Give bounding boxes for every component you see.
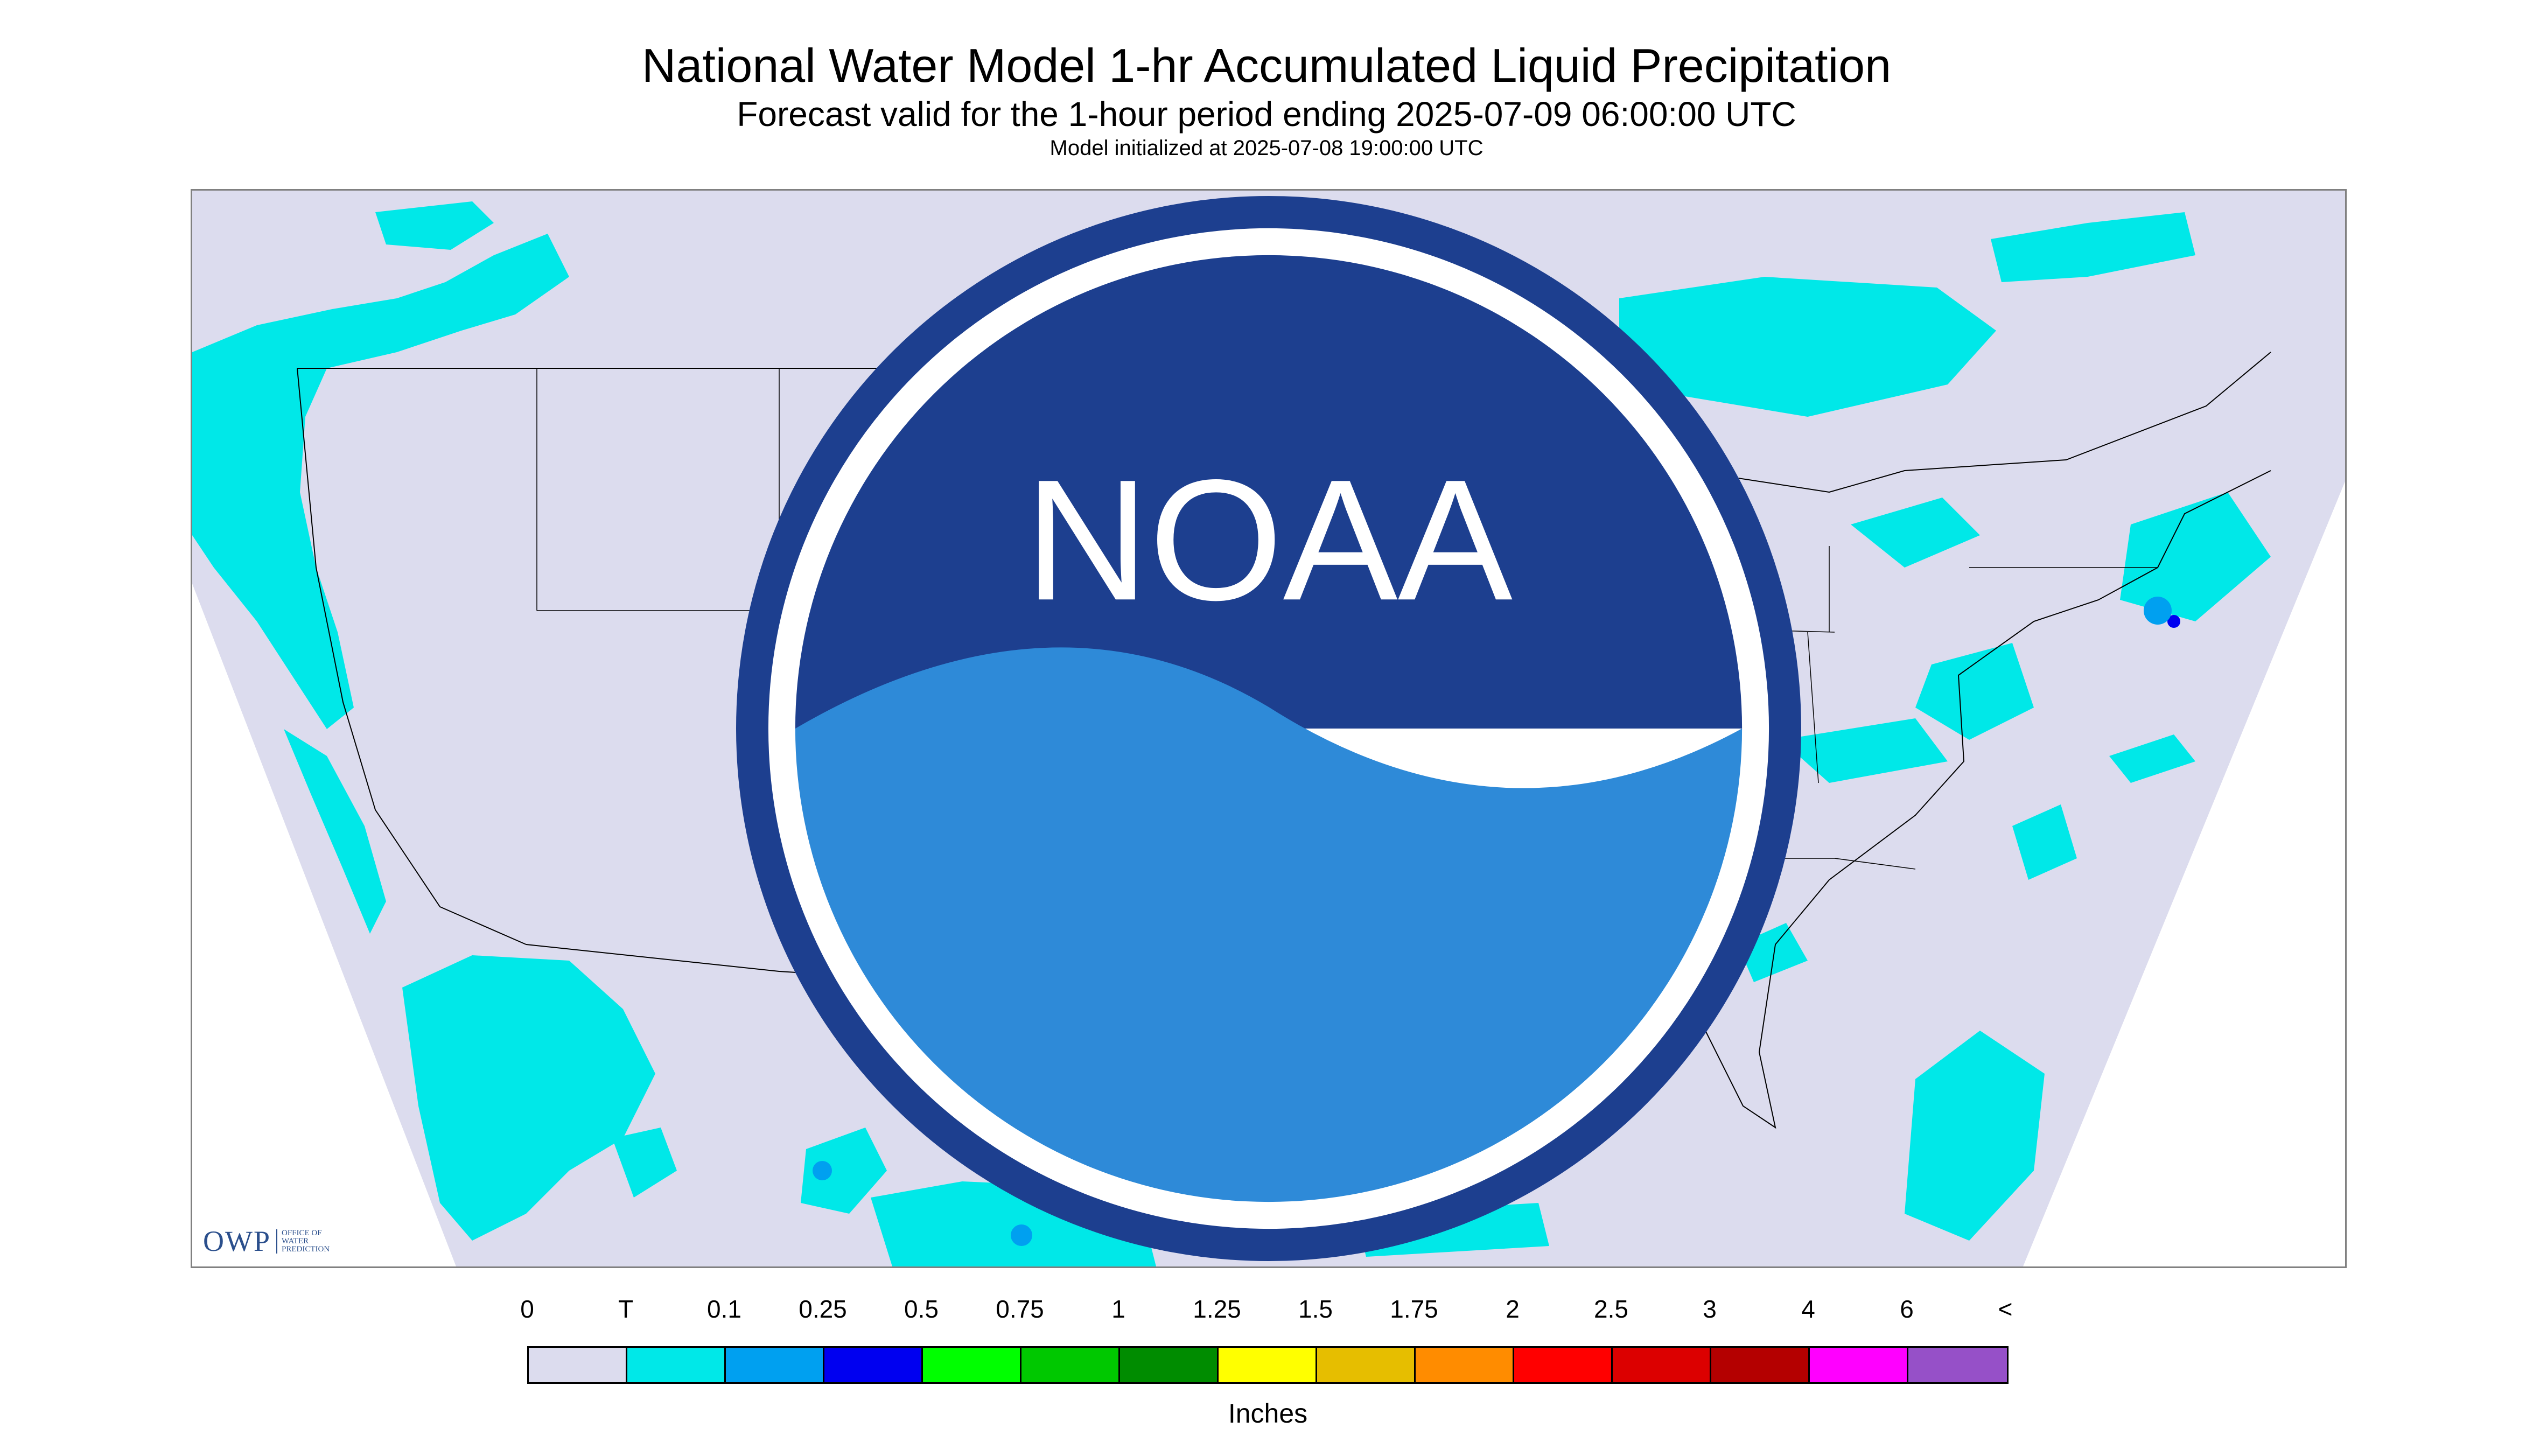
mod-cell-mexico: [813, 1161, 832, 1180]
precip-atlantic: [2109, 734, 2195, 783]
precip-mid-atlantic: [1915, 643, 2034, 740]
precip-pacific-nw: [192, 234, 569, 729]
owp-line-3: PREDICTION: [282, 1244, 330, 1254]
owp-line-1: OFFICE OF: [282, 1228, 322, 1237]
legend-swatch: [1416, 1348, 1514, 1382]
legend-swatch: [1613, 1348, 1711, 1382]
legend-label: 1.5: [1298, 1295, 1333, 1323]
legend-labels: 0 T 0.1 0.25 0.5 0.75 1 1.25 1.5 1.75 2 …: [520, 1292, 2012, 1325]
precip-virginia: [1781, 718, 1948, 783]
legend-swatch: [627, 1348, 726, 1382]
legend-swatch: [1514, 1348, 1613, 1382]
legend-swatch: [726, 1348, 824, 1382]
heavy-cell-new-england: [2167, 615, 2180, 628]
legend-label: T: [618, 1295, 634, 1323]
legend-swatch: [1711, 1348, 1810, 1382]
precip-west-coast: [284, 729, 386, 934]
map-title: National Water Model 1-hr Accumulated Li…: [641, 39, 1892, 92]
west-coastline: [297, 368, 527, 945]
legend-label: 1: [1111, 1295, 1125, 1323]
legend-label: 2.5: [1594, 1295, 1628, 1323]
precip-ontario: [1619, 277, 1996, 417]
precip-eastern-pacific: [402, 955, 655, 1241]
precipitation-map: OWP OFFICE OF WATER PREDICTION NOAA: [191, 189, 2347, 1268]
mod-cell-southern-mexico: [1011, 1224, 1032, 1246]
legend-label: 6: [1900, 1295, 1914, 1323]
legend-label: 1.25: [1193, 1295, 1241, 1323]
precip-quebec: [1991, 212, 2195, 282]
mod-cell-new-england: [2144, 597, 2172, 625]
legend-colorbar: [527, 1346, 2009, 1384]
precip-bc-interior: [375, 201, 494, 250]
precip-sierra-madre: [801, 1128, 887, 1214]
legend-label: 0.1: [707, 1295, 741, 1323]
legend-units: Inches: [1228, 1398, 1308, 1429]
legend-label: 2: [1506, 1295, 1520, 1323]
precip-ontario-south: [1851, 498, 1980, 568]
precip-legend: 0 T 0.1 0.25 0.5 0.75 1 1.25 1.5 1.75 2 …: [520, 1292, 2012, 1429]
legend-swatch: [1810, 1348, 1908, 1382]
legend-swatch: [1120, 1348, 1219, 1382]
legend-label: 0.5: [904, 1295, 939, 1323]
legend-label: 0.75: [996, 1295, 1044, 1323]
owp-logo: OWP OFFICE OF WATER PREDICTION: [203, 1224, 330, 1258]
legend-label: 0: [520, 1295, 534, 1323]
legend-swatch: [529, 1348, 627, 1382]
precip-baja-south: [612, 1128, 677, 1198]
legend-swatch: [824, 1348, 923, 1382]
owp-acronym: OWP: [203, 1225, 271, 1257]
precip-atlantic-south: [1905, 1031, 2045, 1241]
legend-swatch: [923, 1348, 1021, 1382]
legend-swatch: [1908, 1348, 2007, 1382]
model-init-time: Model initialized at 2025-07-08 19:00:00…: [1049, 136, 1484, 160]
noaa-logo: NOAA: [736, 195, 1802, 1262]
owp-line-2: WATER: [282, 1236, 309, 1245]
legend-swatch: [1317, 1348, 1416, 1382]
owp-full-name: OFFICE OF WATER PREDICTION: [276, 1229, 330, 1254]
legend-swatch: [1219, 1348, 1317, 1382]
legend-label: 1.75: [1390, 1295, 1438, 1323]
legend-label: <: [1998, 1295, 2013, 1323]
legend-swatch: [1021, 1348, 1120, 1382]
legend-label: 3: [1703, 1295, 1717, 1323]
title-block: National Water Model 1-hr Accumulated Li…: [0, 38, 2533, 162]
legend-label: 4: [1801, 1295, 1815, 1323]
legend-label: 0.25: [799, 1295, 847, 1323]
map-subtitle: Forecast valid for the 1-hour period end…: [737, 95, 1796, 134]
noaa-wordmark: NOAA: [1025, 444, 1514, 636]
precip-carolina-offshore: [2012, 804, 2077, 880]
precip-new-england: [2120, 492, 2271, 621]
